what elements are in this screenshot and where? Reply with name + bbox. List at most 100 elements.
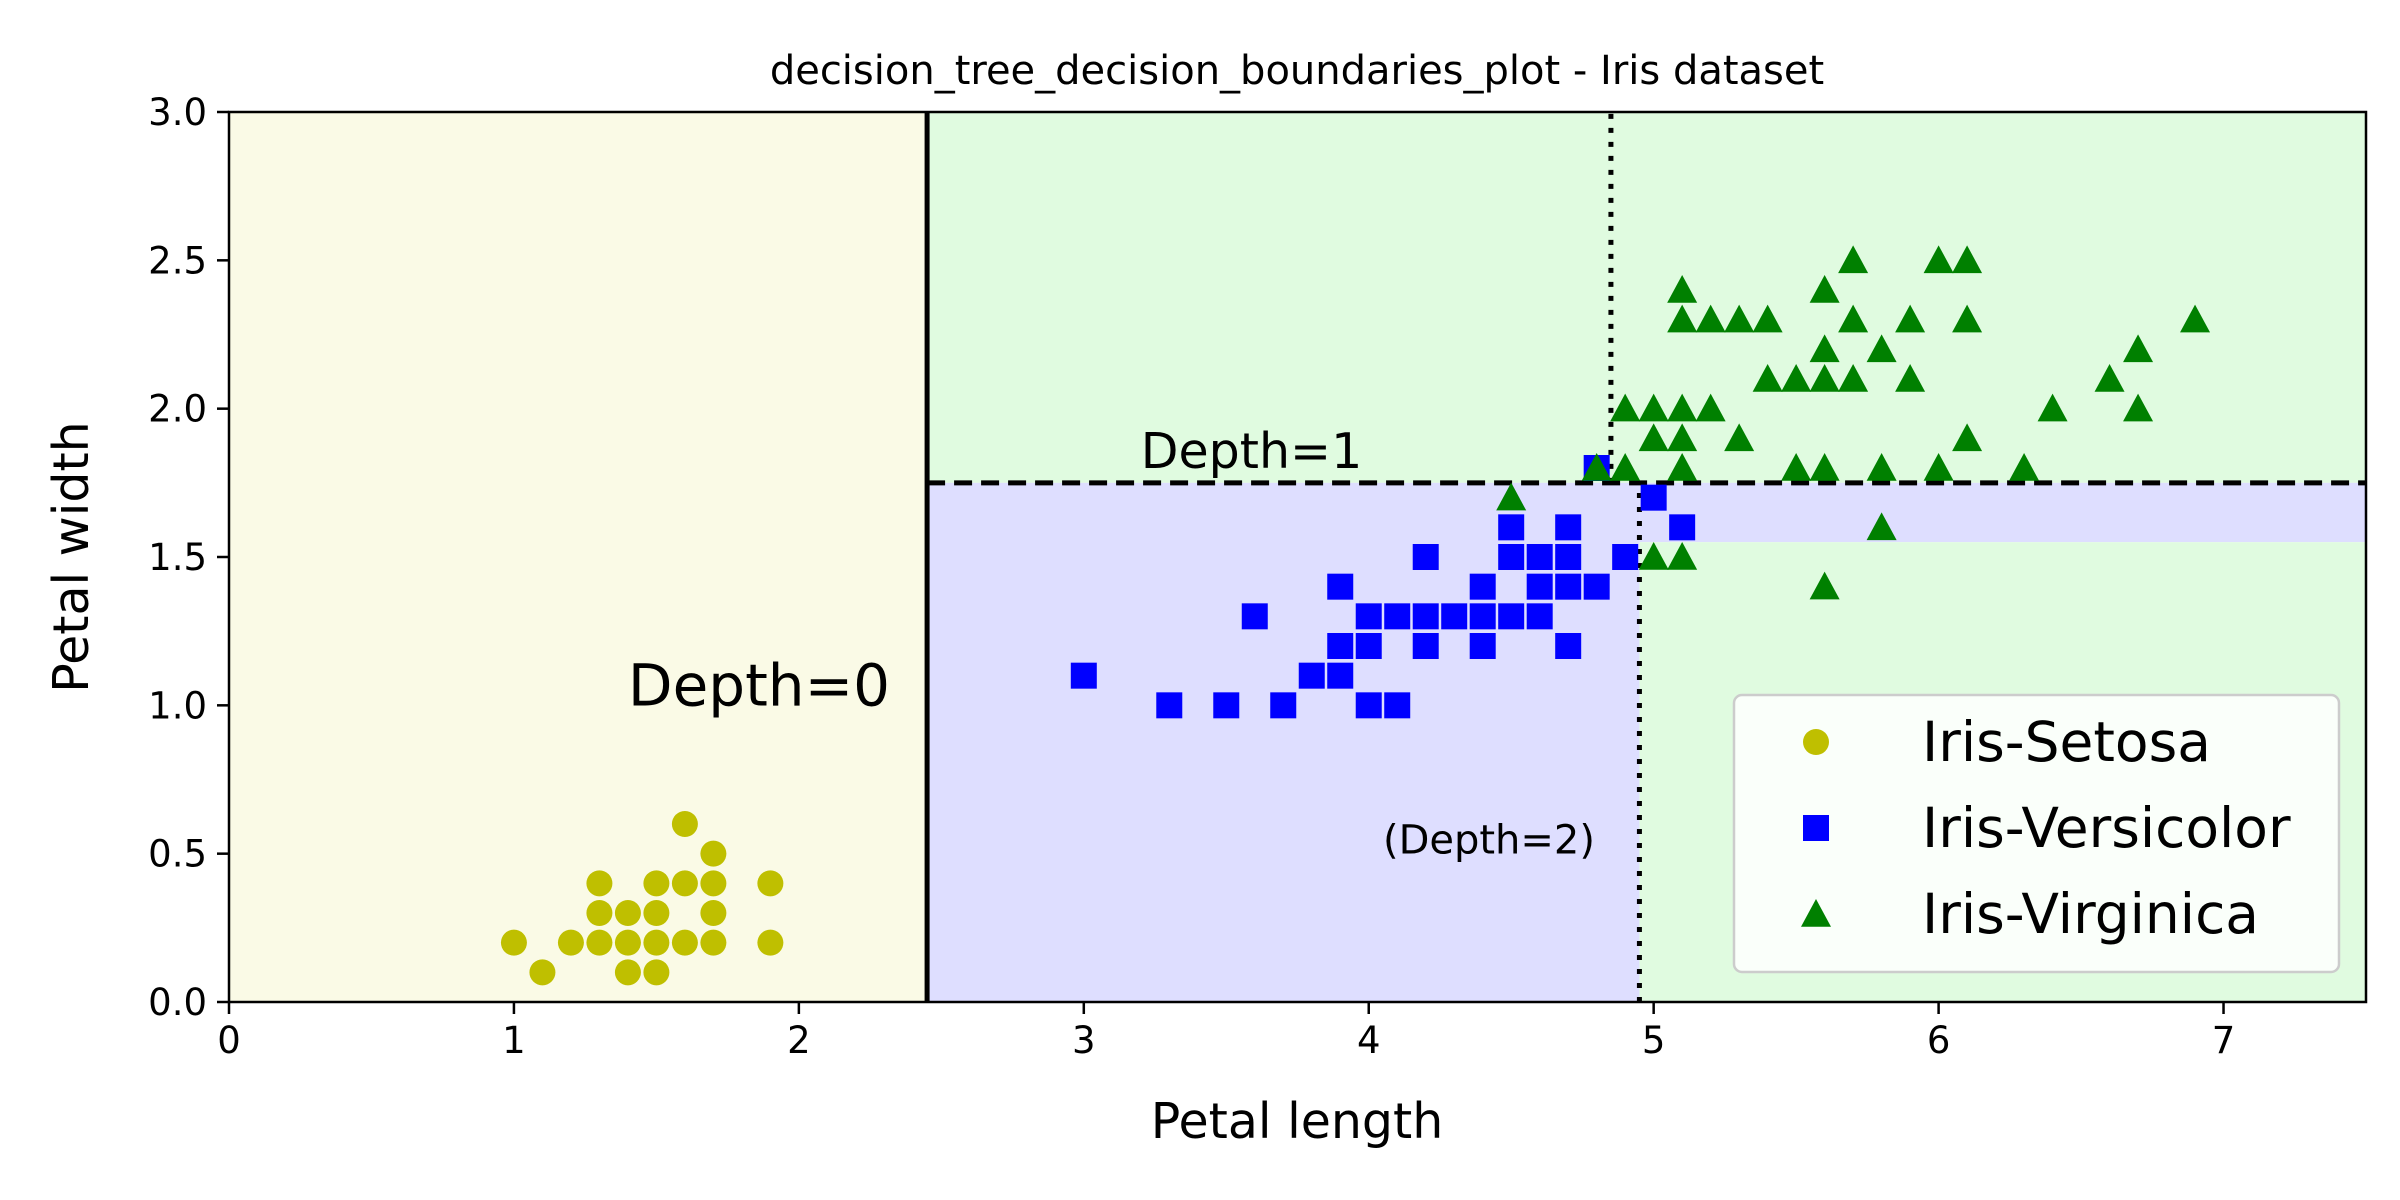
iris-virginica-point [1952, 423, 1983, 452]
iris-virginica-point [1695, 393, 1726, 422]
iris-virginica-point [1638, 393, 1669, 422]
iris-virginica-point [1895, 364, 1926, 392]
depth-annotations: Depth=0 Depth=1 (Depth=2) [628, 423, 1595, 864]
iris-versicolor-point [1469, 573, 1496, 600]
iris-virginica-point [1667, 275, 1698, 303]
legend-marker-iris-virginica [1801, 899, 1831, 927]
depth-annotation: Depth=1 [1141, 423, 1362, 480]
chart-title: decision_tree_decision_boundaries_plot -… [770, 48, 1824, 94]
iris-setosa-point [529, 959, 556, 986]
iris-virginica-point [1809, 275, 1840, 303]
iris-virginica-point [1809, 364, 1840, 392]
iris-versicolor-point [1612, 544, 1639, 570]
y-tick-label: 1.0 [148, 684, 207, 727]
iris-setosa-point [671, 811, 698, 837]
x-tick-label: 3 [1072, 1019, 1096, 1062]
iris-versicolor-point [1327, 633, 1354, 659]
depth-annotation: (Depth=2) [1383, 818, 1595, 864]
iris-versicolor-point [1355, 633, 1382, 659]
x-tick-label: 7 [2212, 1019, 2236, 1062]
iris-setosa-point [671, 870, 698, 897]
iris-versicolor-point [1270, 692, 1297, 719]
iris-virginica-point [1838, 245, 1869, 274]
iris-virginica-point [1695, 304, 1726, 333]
iris-versicolor-point [1640, 484, 1667, 511]
iris-virginica-point [1638, 542, 1669, 570]
iris-setosa-point [586, 929, 613, 956]
x-tick-label: 1 [502, 1019, 526, 1062]
y-tick-label: 3.0 [148, 91, 207, 134]
x-tick-label: 0 [217, 1019, 241, 1062]
iris-versicolor-point [1469, 603, 1496, 630]
x-tick-label: 2 [787, 1019, 811, 1062]
y-tick-label: 2.0 [148, 388, 207, 431]
iris-versicolor-point [1498, 514, 1525, 541]
data-points [500, 245, 2211, 986]
iris-virginica-point [1866, 334, 1897, 363]
iris-versicolor-point [1469, 633, 1496, 659]
iris-virginica-point [1667, 393, 1698, 422]
iris-setosa-point [700, 870, 727, 897]
x-tick-label: 5 [1642, 1019, 1666, 1062]
iris-versicolor-point [1070, 662, 1097, 689]
iris-setosa-point [643, 929, 670, 956]
iris-virginica-point [1667, 423, 1698, 452]
iris-versicolor-point [1555, 514, 1582, 541]
iris-virginica-point [1952, 245, 1983, 274]
iris-setosa-point [614, 929, 641, 956]
iris-virginica-point [1923, 453, 1954, 481]
iris-setosa-point [586, 900, 613, 926]
iris-setosa-point [700, 929, 727, 956]
iris-virginica-point [1809, 453, 1840, 481]
iris-setosa-point [757, 929, 784, 956]
iris-versicolor-point [1526, 573, 1553, 600]
y-tick-label: 2.5 [148, 239, 207, 282]
decision-boundaries [924, 112, 2366, 1002]
iris-versicolor-point [1498, 603, 1525, 630]
iris-virginica-point [1724, 304, 1755, 333]
iris-virginica-point [1496, 482, 1527, 511]
iris-virginica-point [1781, 364, 1812, 392]
x-tick-label: 6 [1927, 1019, 1951, 1062]
legend-box [1732, 693, 2341, 974]
axis-ticks: 0 1 2 3 4 5 6 7 0.0 0.5 1.0 1.5 2.0 2.5 3.0 [148, 91, 2235, 1062]
iris-setosa-point [557, 929, 584, 956]
y-tick-label: 0.0 [148, 981, 207, 1024]
iris-versicolor-point [1412, 544, 1439, 570]
depth-annotation: Depth=0 [628, 651, 890, 719]
iris-setosa-point [643, 959, 670, 986]
iris-virginica-point [2123, 334, 2154, 363]
iris-virginica-point [1752, 364, 1783, 392]
y-axis-label: Petal width [43, 421, 100, 692]
iris-virginica-point [2009, 453, 2040, 481]
iris-versicolor-point [1583, 573, 1610, 600]
iris-versicolor-point [1555, 544, 1582, 570]
x-tick-label: 4 [1357, 1019, 1381, 1062]
iris-versicolor-point [1412, 633, 1439, 659]
iris-versicolor-point [1241, 603, 1268, 630]
iris-versicolor-point [1355, 692, 1382, 719]
iris-virginica-point [1610, 393, 1641, 422]
iris-virginica-point [1809, 571, 1840, 600]
iris-versicolor-point [1355, 603, 1382, 630]
iris-versicolor-point [1156, 692, 1183, 719]
iris-versicolor-point [1327, 573, 1354, 600]
iris-virginica-point [1838, 364, 1869, 392]
iris-virginica-point [1724, 423, 1755, 452]
iris-setosa-point [757, 870, 784, 897]
iris-virginica-point [1667, 304, 1698, 333]
iris-virginica-point [2180, 304, 2211, 333]
y-tick-label: 1.5 [148, 536, 207, 579]
iris-versicolor-point [1526, 544, 1553, 570]
iris-versicolor-point [1441, 603, 1468, 630]
legend-label-iris-virginica: Iris-Virginica [1922, 882, 2259, 946]
iris-virginica-point [2123, 393, 2154, 422]
iris-virginica-point [1838, 304, 1869, 333]
iris-versicolor-point [1498, 544, 1525, 570]
iris-setosa-point [643, 870, 670, 897]
iris-setosa-point [671, 929, 698, 956]
iris-virginica-point [1895, 304, 1926, 333]
iris-versicolor-point [1555, 573, 1582, 600]
iris-virginica-point [1952, 304, 1983, 333]
legend-marker-iris-versicolor [1803, 815, 1829, 841]
